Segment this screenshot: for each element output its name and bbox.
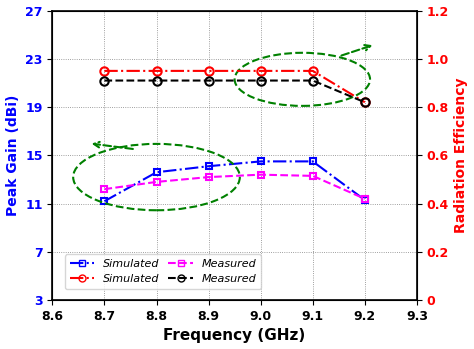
Line: Measured: Measured xyxy=(101,171,368,202)
Measured xyxy=(310,79,316,83)
X-axis label: Frequency (GHz): Frequency (GHz) xyxy=(164,328,306,343)
Simulated xyxy=(310,69,316,73)
Simulated xyxy=(258,69,264,73)
Measured xyxy=(101,187,107,191)
Simulated xyxy=(362,198,368,202)
Measured xyxy=(310,174,316,178)
Simulated xyxy=(362,100,368,104)
Measured xyxy=(154,79,159,83)
Simulated xyxy=(310,159,316,163)
Line: Measured: Measured xyxy=(100,76,369,106)
Y-axis label: Radiation Efficiency: Radiation Efficiency xyxy=(455,77,468,233)
Line: Simulated: Simulated xyxy=(101,158,368,205)
Measured xyxy=(101,79,107,83)
Measured xyxy=(258,79,264,83)
Simulated xyxy=(101,199,107,203)
Simulated xyxy=(101,69,107,73)
Simulated xyxy=(258,159,264,163)
Measured xyxy=(362,197,368,201)
Y-axis label: Peak Gain (dBi): Peak Gain (dBi) xyxy=(6,95,19,216)
Simulated xyxy=(154,170,159,174)
Simulated xyxy=(206,164,211,168)
Measured xyxy=(206,175,211,179)
Measured xyxy=(206,79,211,83)
Line: Simulated: Simulated xyxy=(100,67,369,106)
Measured xyxy=(362,100,368,104)
Simulated xyxy=(154,69,159,73)
Measured xyxy=(258,172,264,177)
Legend: Simulated, Simulated, Measured, Measured: Simulated, Simulated, Measured, Measured xyxy=(65,254,261,289)
Simulated xyxy=(206,69,211,73)
Measured xyxy=(154,180,159,184)
